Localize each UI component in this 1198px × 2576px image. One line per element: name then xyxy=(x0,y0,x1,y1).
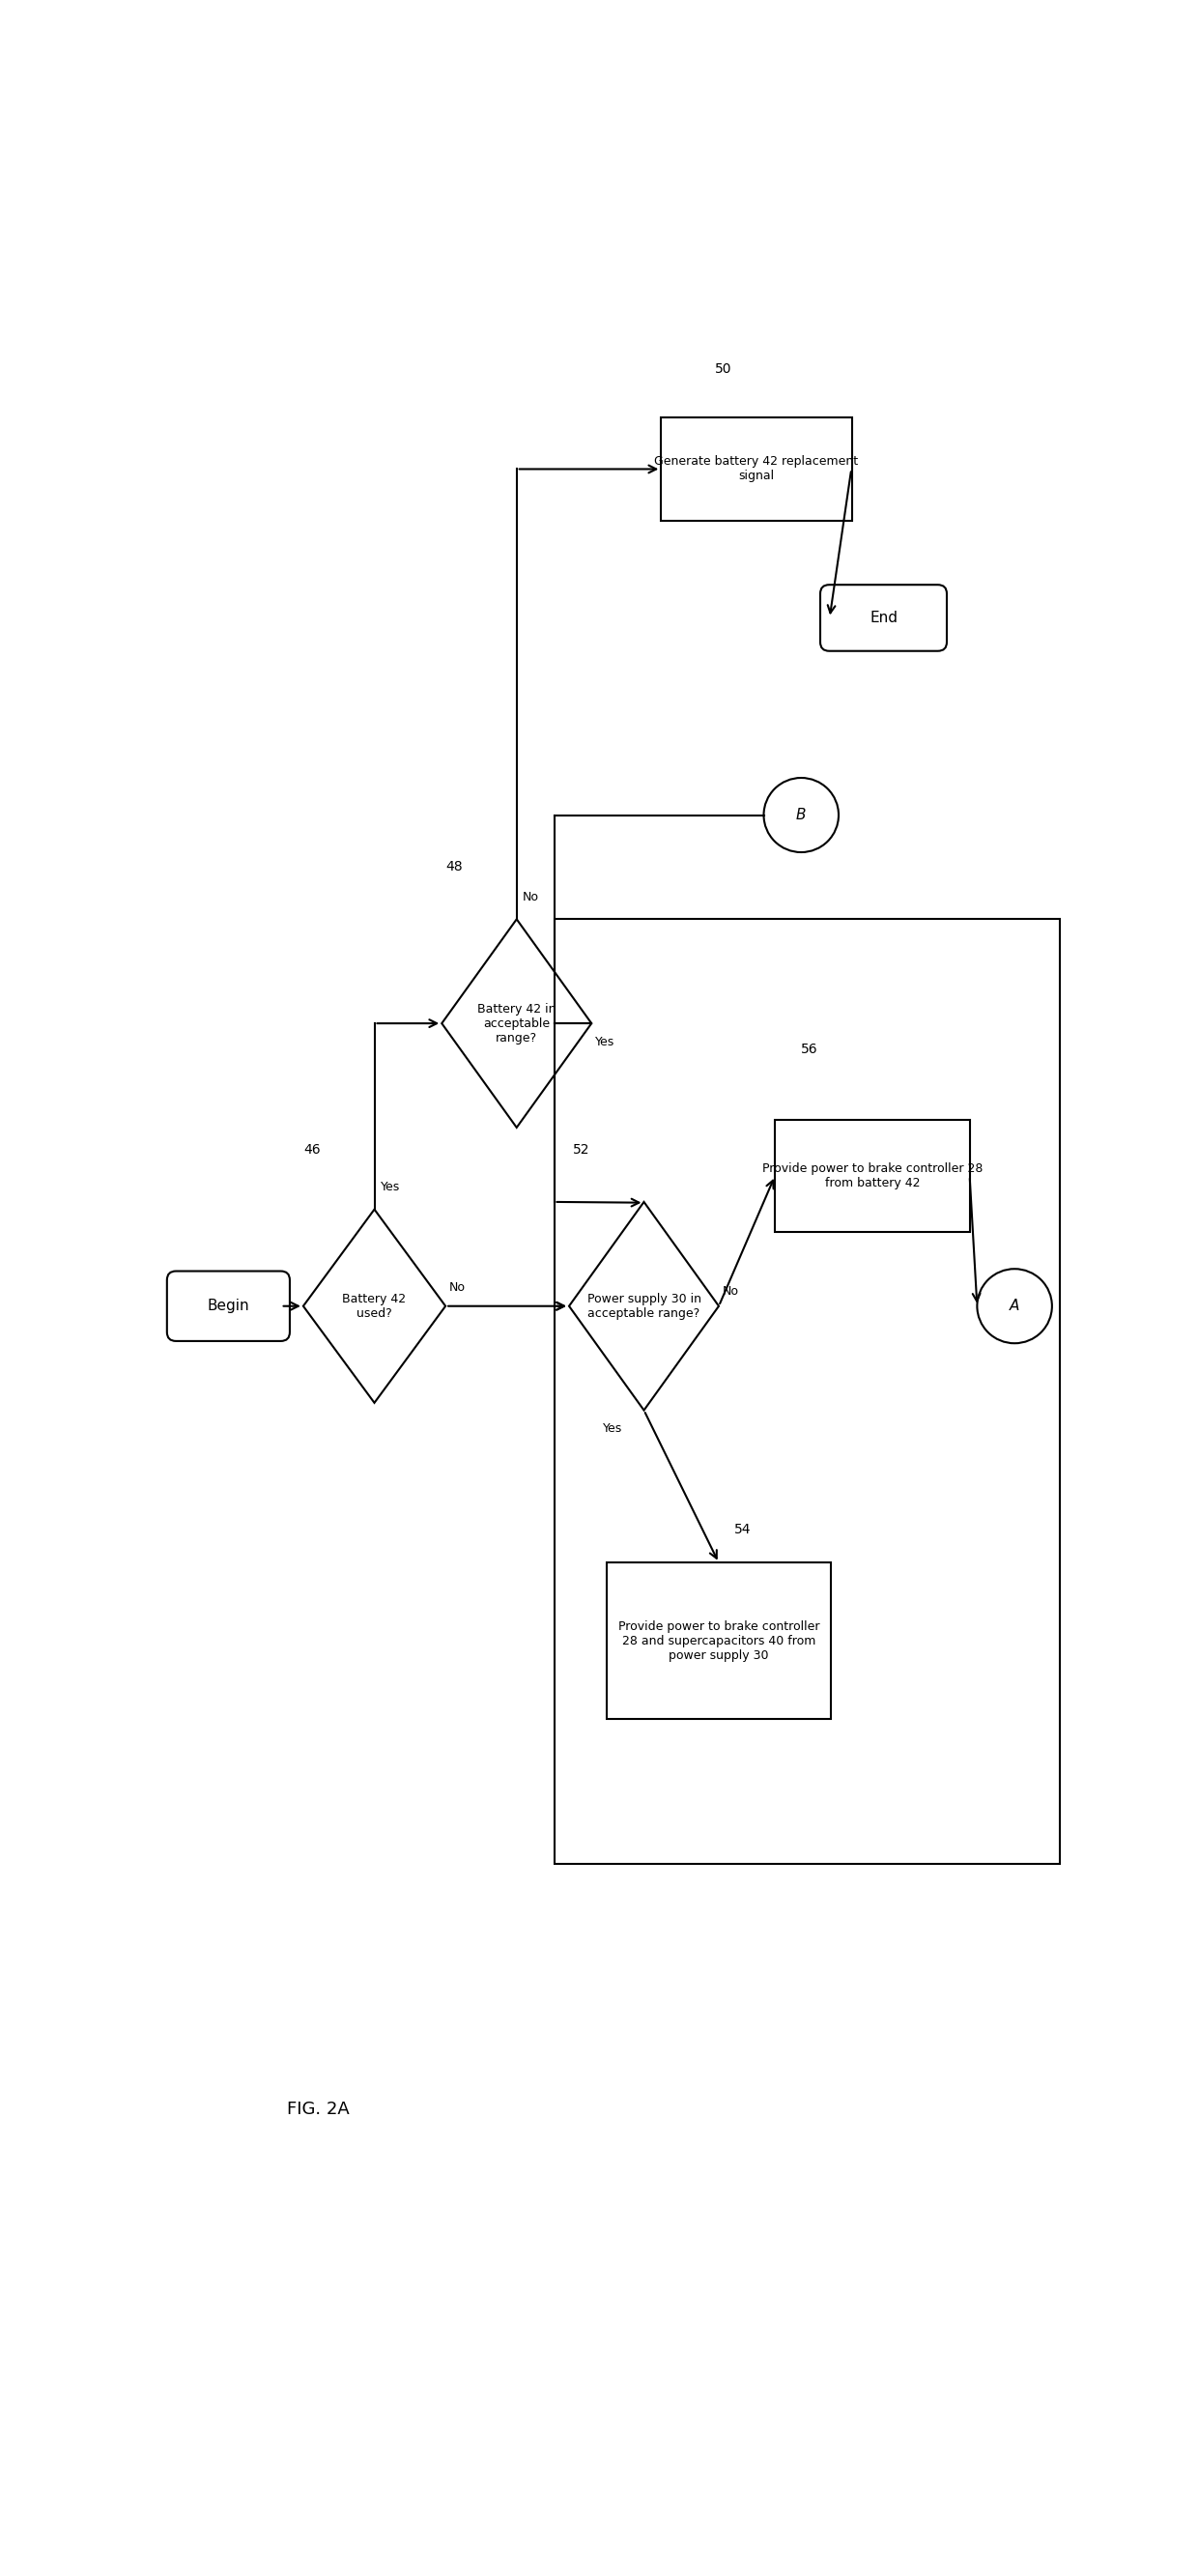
Text: 50: 50 xyxy=(715,361,732,376)
Text: Battery 42
used?: Battery 42 used? xyxy=(343,1293,406,1319)
Bar xyxy=(606,1564,831,1718)
Text: Power supply 30 in
acceptable range?: Power supply 30 in acceptable range? xyxy=(587,1293,701,1319)
Text: FIG. 2A: FIG. 2A xyxy=(288,2102,350,2117)
Text: Begin: Begin xyxy=(207,1298,249,1314)
Circle shape xyxy=(978,1270,1052,1342)
Text: 52: 52 xyxy=(573,1144,589,1157)
Text: End: End xyxy=(870,611,897,626)
FancyBboxPatch shape xyxy=(167,1270,290,1342)
Text: Yes: Yes xyxy=(381,1180,400,1193)
FancyBboxPatch shape xyxy=(821,585,946,652)
Polygon shape xyxy=(303,1208,446,1404)
Text: 46: 46 xyxy=(303,1144,320,1157)
Circle shape xyxy=(764,778,839,853)
Text: B: B xyxy=(797,809,806,822)
Text: 56: 56 xyxy=(801,1043,818,1056)
Text: Generate battery 42 replacement
signal: Generate battery 42 replacement signal xyxy=(654,456,858,482)
Text: Provide power to brake controller
28 and supercapacitors 40 from
power supply 30: Provide power to brake controller 28 and… xyxy=(618,1620,819,1662)
Text: 48: 48 xyxy=(446,860,462,873)
Text: No: No xyxy=(522,891,539,904)
Text: Provide power to brake controller 28
from battery 42: Provide power to brake controller 28 fro… xyxy=(762,1162,982,1190)
Polygon shape xyxy=(442,920,592,1128)
Text: 54: 54 xyxy=(733,1522,751,1535)
Text: Yes: Yes xyxy=(603,1422,622,1435)
Text: A: A xyxy=(1010,1298,1019,1314)
Polygon shape xyxy=(569,1203,719,1409)
Bar xyxy=(553,920,1059,1865)
Text: No: No xyxy=(722,1285,739,1298)
Text: No: No xyxy=(449,1280,466,1293)
Text: Yes: Yes xyxy=(595,1036,615,1048)
Text: Battery 42 in
acceptable
range?: Battery 42 in acceptable range? xyxy=(477,1002,556,1043)
Bar xyxy=(661,417,852,520)
Bar xyxy=(775,1121,969,1231)
